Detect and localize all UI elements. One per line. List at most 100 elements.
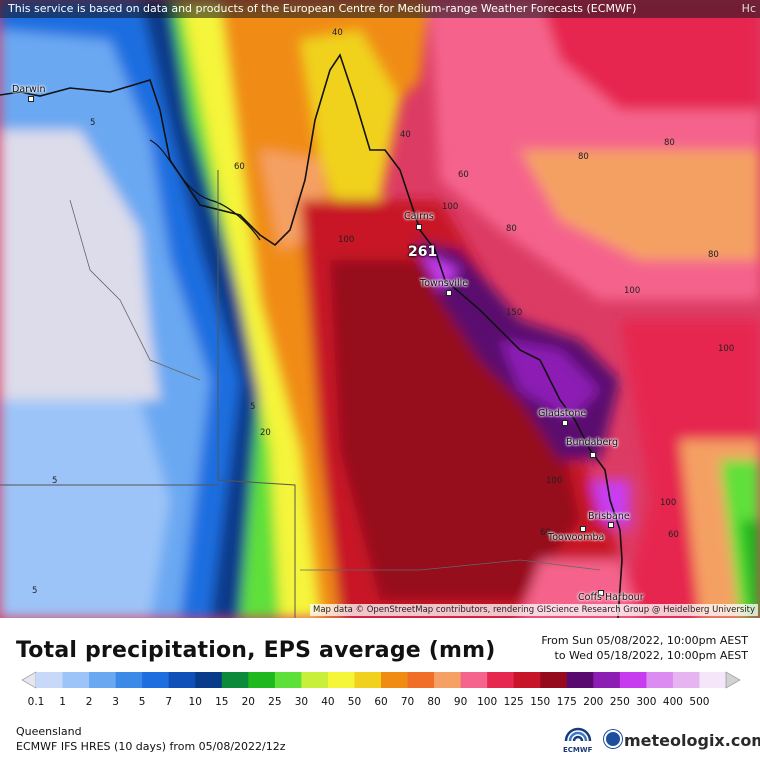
brand-name: meteologix.com xyxy=(624,731,760,750)
scale-swatch xyxy=(540,672,568,688)
scale-tick-label: 3 xyxy=(112,696,119,708)
scale-tick-label: 30 xyxy=(294,696,309,708)
scale-swatch xyxy=(221,672,249,688)
contour-label: 60 xyxy=(540,528,551,538)
scale-tick-label: 0.1 xyxy=(27,696,45,708)
scale-swatch xyxy=(36,672,64,688)
scale-swatch xyxy=(407,672,435,688)
city-marker-darwin xyxy=(28,96,34,102)
contour-label: 60 xyxy=(668,530,679,540)
meteologix-logo[interactable]: meteologix.com xyxy=(604,730,760,750)
scale-swatch xyxy=(115,672,143,688)
contour-label: 5 xyxy=(32,586,38,596)
scale-swatch xyxy=(381,672,409,688)
scale-tick-label: 2 xyxy=(85,696,93,708)
scale-swatch xyxy=(460,672,488,688)
scale-tick-label: 10 xyxy=(188,696,202,708)
contour-label: 80 xyxy=(664,138,675,148)
scale-tick-label: 60 xyxy=(374,696,388,708)
scale-swatch xyxy=(62,672,90,688)
scale-tick-label: 50 xyxy=(347,696,362,708)
contour-label: 150 xyxy=(506,308,523,318)
scale-tick-label: 500 xyxy=(689,696,710,708)
contour-label: 60 xyxy=(234,162,245,172)
scale-swatch xyxy=(89,672,117,688)
city-marker-gladstone xyxy=(562,420,568,426)
map-attribution: Map data © OpenStreetMap contributors, r… xyxy=(310,604,758,616)
city-label-darwin: Darwin xyxy=(12,84,46,95)
city-label-townsville: Townsville xyxy=(420,278,469,289)
banner-corner-label: Hc xyxy=(741,2,756,15)
scale-tick-label: 100 xyxy=(477,696,498,708)
scale-swatch xyxy=(142,672,170,688)
banner-text: This service is based on data and produc… xyxy=(8,2,637,15)
scale-swatch xyxy=(566,672,594,688)
scale-tick-label: 5 xyxy=(138,696,146,708)
scale-swatch xyxy=(248,672,276,688)
scale-swatch xyxy=(168,672,196,688)
contour-label: 80 xyxy=(708,250,719,260)
map-canvas xyxy=(0,0,760,618)
city-label-coffs-harbour: Coffs Harbour xyxy=(578,592,644,603)
city-label-brisbane: Brisbane xyxy=(588,511,630,522)
city-marker-brisbane xyxy=(608,522,614,528)
ecmwf-logo[interactable] xyxy=(560,725,596,755)
scale-swatch xyxy=(487,672,515,688)
city-label-bundaberg: Bundaberg xyxy=(566,437,619,448)
scale-swatch xyxy=(672,672,700,688)
scale-swatch xyxy=(434,672,462,688)
contour-label: 40 xyxy=(332,28,343,38)
scale-tick-label: 250 xyxy=(609,696,630,708)
scale-tick-label: 400 xyxy=(662,696,683,708)
contour-label: 20 xyxy=(260,428,271,438)
contour-label: 100 xyxy=(624,286,641,296)
contour-label: 40 xyxy=(400,130,411,140)
scale-tick-label: 15 xyxy=(215,696,229,708)
contour-label: 100 xyxy=(442,202,459,212)
legend-panel: Total precipitation, EPS average (mm) Fr… xyxy=(0,618,760,760)
scale-swatch xyxy=(354,672,382,688)
scale-swatch xyxy=(327,672,355,688)
contour-label: 5 xyxy=(250,402,256,412)
scale-swatch xyxy=(513,672,541,688)
model-run-label: ECMWF IFS HRES (10 days) from 05/08/2022… xyxy=(16,740,286,753)
city-label-cairns: Cairns xyxy=(404,211,434,222)
region-label: Queensland xyxy=(16,725,82,738)
city-label-gladstone: Gladstone xyxy=(538,408,587,419)
contour-label: 5 xyxy=(90,118,96,128)
scale-arrow-low xyxy=(21,671,37,689)
max-precip-value: 261 xyxy=(408,244,438,260)
scale-tick-label: 300 xyxy=(636,696,657,708)
scale-tick-label: 25 xyxy=(268,696,282,708)
scale-tick-label: 80 xyxy=(427,696,441,708)
scale-tick-label: 175 xyxy=(556,696,577,708)
scale-tick-label: 90 xyxy=(453,696,468,708)
city-marker-coffs-harbour xyxy=(598,590,604,596)
time-range-start: From Sun 05/08/2022, 10:00pm AEST xyxy=(541,634,748,647)
scale-swatch xyxy=(646,672,674,688)
city-marker-townsville xyxy=(446,290,452,296)
contour-label: 100 xyxy=(660,498,677,508)
contour-label: 100 xyxy=(338,235,355,245)
scale-tick-label: 40 xyxy=(321,696,335,708)
city-marker-toowoomba xyxy=(580,526,586,532)
contour-label: 100 xyxy=(546,476,563,486)
scale-tick-label: 1 xyxy=(59,696,66,708)
meteologix-globe-icon xyxy=(604,730,622,748)
scale-swatch xyxy=(699,672,727,688)
scale-tick-label: 150 xyxy=(530,696,551,708)
scale-swatch xyxy=(593,672,621,688)
scale-tick-label: 200 xyxy=(583,696,604,708)
contour-label: 80 xyxy=(578,152,589,162)
scale-swatch xyxy=(301,672,329,688)
city-marker-bundaberg xyxy=(590,452,596,458)
precipitation-map[interactable]: This service is based on data and produc… xyxy=(0,0,760,618)
scale-tick-label: 7 xyxy=(165,696,173,708)
scale-tick-label: 70 xyxy=(400,696,415,708)
city-marker-cairns xyxy=(416,224,422,230)
scale-swatch xyxy=(274,672,302,688)
city-label-toowoomba: Toowoomba xyxy=(548,532,605,543)
color-scale-bar xyxy=(21,671,741,689)
map-title: Total precipitation, EPS average (mm) xyxy=(16,638,496,663)
scale-swatch xyxy=(195,672,223,688)
